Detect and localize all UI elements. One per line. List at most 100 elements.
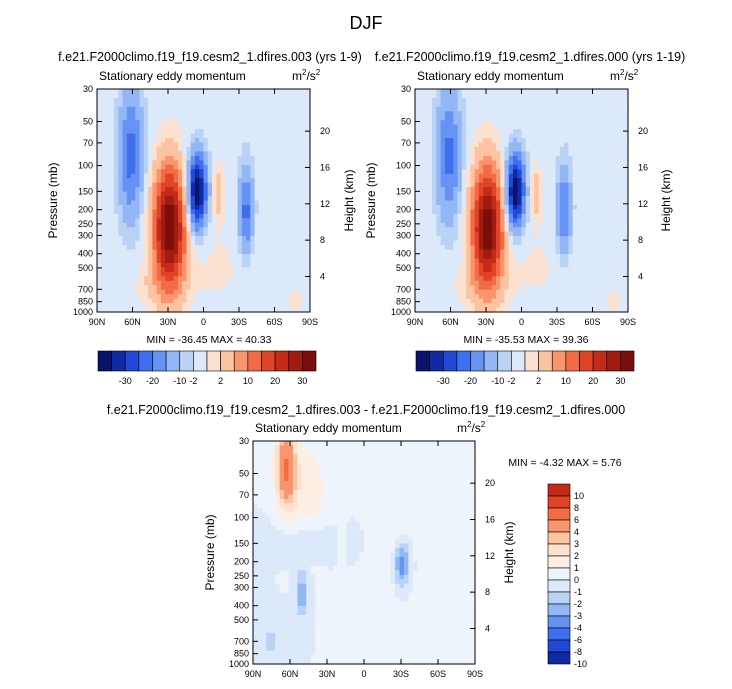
field-cell bbox=[173, 106, 179, 112]
field-cell bbox=[165, 213, 171, 219]
field-cell bbox=[292, 222, 298, 228]
field-cell bbox=[572, 236, 578, 242]
field-cell bbox=[207, 133, 213, 139]
field-cell bbox=[207, 240, 213, 246]
x-tick-label: 90N bbox=[89, 317, 106, 327]
field-cell bbox=[547, 200, 552, 206]
field-cell bbox=[530, 298, 535, 304]
colorbar-label: -2 bbox=[189, 376, 197, 386]
x-tick-label: 60S bbox=[266, 317, 282, 327]
field-cell bbox=[109, 196, 115, 202]
field-cell bbox=[615, 280, 621, 286]
field-cell bbox=[284, 182, 290, 188]
field-cell bbox=[534, 173, 540, 179]
field-cell bbox=[551, 231, 557, 237]
field-cell bbox=[470, 289, 476, 295]
field-cell bbox=[517, 164, 523, 170]
field-cell bbox=[114, 102, 119, 108]
field-cell bbox=[233, 267, 239, 273]
field-cell bbox=[495, 129, 501, 135]
field-cell bbox=[212, 178, 217, 184]
field-cell bbox=[440, 93, 446, 99]
field-cell bbox=[466, 93, 471, 99]
field-cell bbox=[190, 138, 196, 144]
field-cell bbox=[457, 93, 463, 99]
field-cell bbox=[114, 294, 119, 300]
field-cell bbox=[521, 276, 527, 282]
field-cell bbox=[246, 227, 251, 233]
field-cell bbox=[148, 222, 153, 228]
field-cell bbox=[449, 196, 454, 202]
field-cell bbox=[440, 89, 446, 95]
field-cell bbox=[517, 155, 523, 161]
field-cell bbox=[135, 254, 141, 260]
field-cell bbox=[271, 182, 277, 188]
field-cell bbox=[203, 258, 209, 264]
field-cell bbox=[538, 89, 544, 95]
field-cell bbox=[246, 258, 251, 264]
field-cell bbox=[487, 245, 493, 251]
field-cell bbox=[415, 298, 420, 304]
field-cell bbox=[126, 227, 132, 233]
field-cell bbox=[148, 209, 153, 215]
field-cell bbox=[593, 240, 599, 246]
field-cell bbox=[491, 200, 497, 206]
field-cell bbox=[423, 106, 429, 112]
field-cell bbox=[267, 213, 273, 219]
field-cell bbox=[593, 204, 599, 211]
field-cell bbox=[504, 289, 510, 295]
field-cell bbox=[224, 115, 230, 121]
field-cell bbox=[203, 303, 209, 309]
units-sup: 2 bbox=[302, 68, 307, 77]
field-cell bbox=[619, 173, 625, 179]
field-cell bbox=[220, 267, 226, 273]
field-cell bbox=[534, 120, 540, 126]
field-cell bbox=[114, 218, 119, 224]
field-cell bbox=[623, 285, 629, 291]
field-cell bbox=[131, 262, 136, 268]
field-cell bbox=[598, 164, 604, 170]
field-cell bbox=[474, 106, 480, 112]
field-cell bbox=[449, 209, 454, 215]
field-cell bbox=[478, 173, 484, 179]
field-cell bbox=[551, 285, 557, 291]
field-cell bbox=[101, 115, 107, 121]
field-cell bbox=[160, 169, 166, 175]
field-cell bbox=[131, 120, 136, 126]
field-cell bbox=[500, 196, 506, 202]
field-cell bbox=[466, 262, 471, 268]
field-cell bbox=[212, 231, 217, 237]
field-cell bbox=[288, 227, 294, 233]
field-cell bbox=[135, 213, 141, 219]
field-cell bbox=[212, 89, 217, 95]
field-cell bbox=[177, 111, 183, 117]
field-cell bbox=[483, 240, 489, 246]
field-cell bbox=[606, 222, 612, 228]
field-cell bbox=[440, 200, 446, 206]
field-cell bbox=[186, 267, 192, 273]
field-cell bbox=[589, 111, 595, 117]
field-cell bbox=[241, 289, 247, 295]
field-cell bbox=[487, 267, 493, 273]
field-cell bbox=[568, 146, 574, 153]
field-cell bbox=[589, 209, 595, 215]
field-cell bbox=[212, 249, 217, 255]
field-cell bbox=[237, 196, 243, 202]
field-cell bbox=[500, 164, 506, 170]
field-cell bbox=[109, 236, 115, 242]
field-cell bbox=[182, 254, 188, 260]
field-cell bbox=[500, 240, 506, 246]
field-cell bbox=[419, 164, 425, 170]
field-cell bbox=[152, 160, 158, 166]
field-cell bbox=[593, 102, 599, 108]
field-cell bbox=[512, 227, 518, 233]
field-cell bbox=[423, 254, 429, 260]
field-cell bbox=[182, 133, 188, 139]
field-cell bbox=[182, 191, 188, 197]
field-cell bbox=[118, 187, 124, 193]
field-cell bbox=[114, 276, 119, 282]
field-cell bbox=[203, 280, 209, 286]
field-cell bbox=[619, 120, 625, 126]
field-cell bbox=[241, 276, 247, 282]
field-cell bbox=[177, 200, 183, 206]
